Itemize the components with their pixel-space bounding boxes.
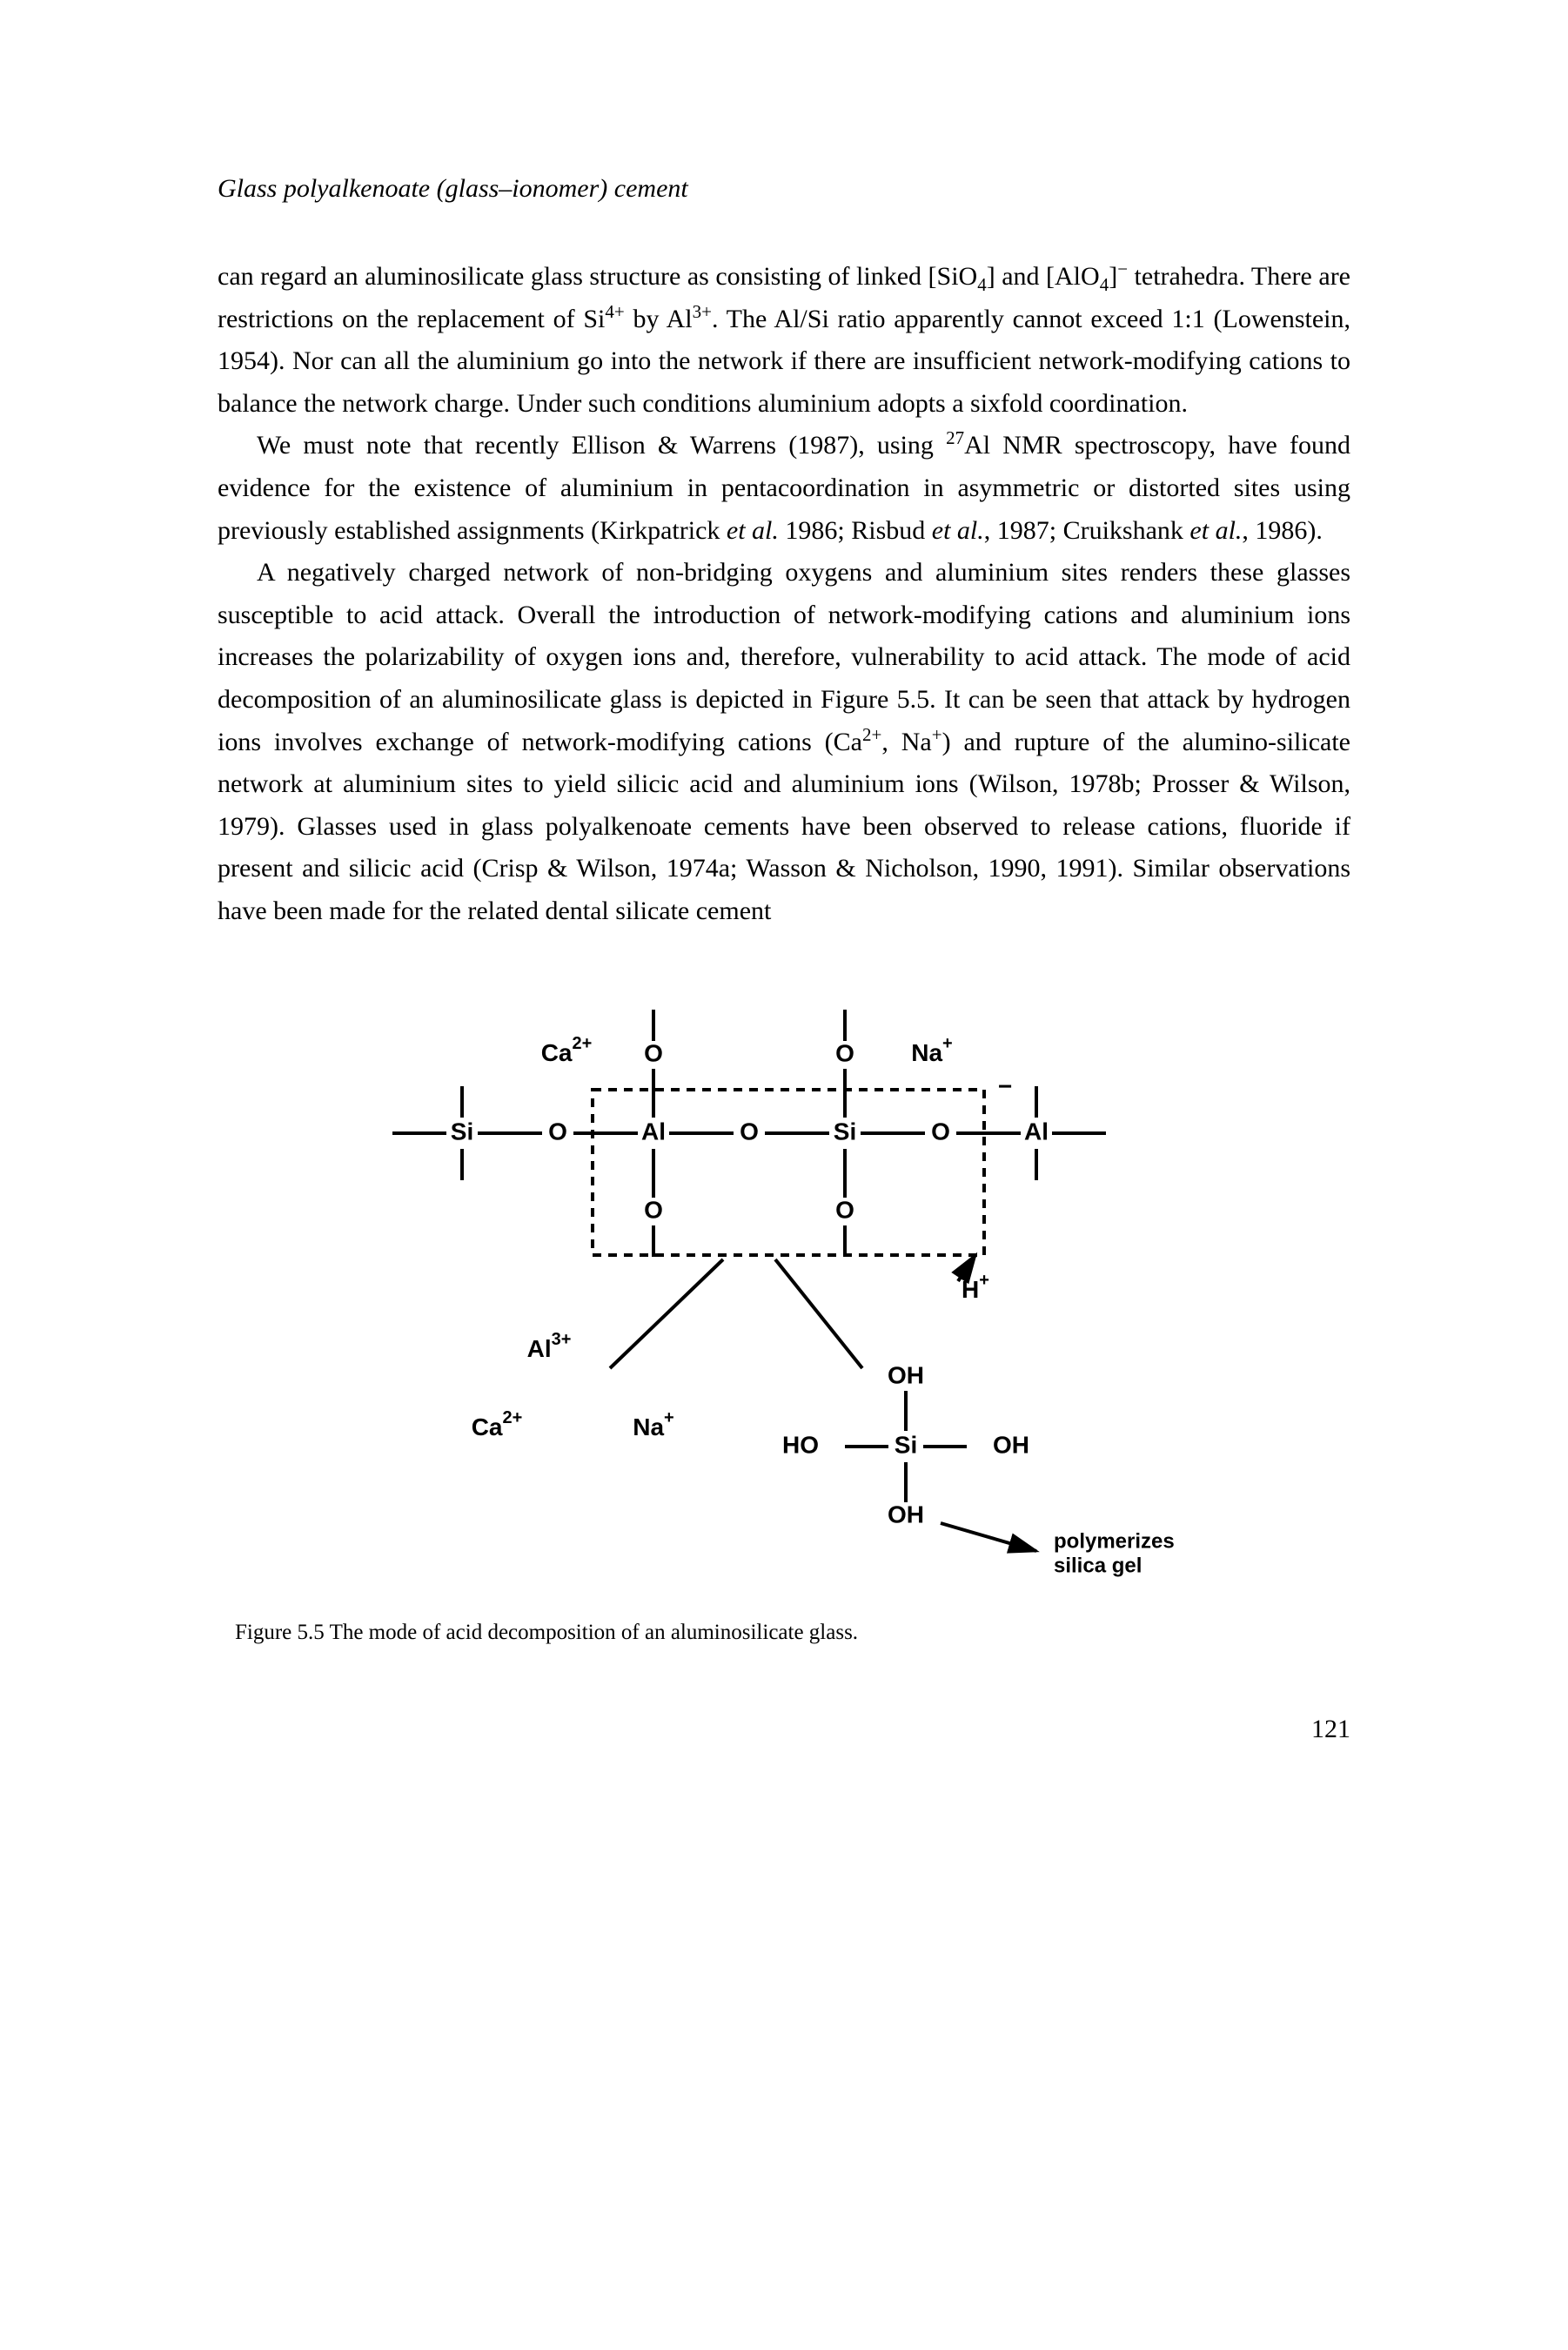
svg-text:Si: Si — [895, 1431, 917, 1458]
svg-text:Ca2+: Ca2+ — [541, 1034, 593, 1066]
svg-text:−: − — [998, 1072, 1012, 1099]
svg-text:OH: OH — [888, 1501, 924, 1528]
svg-text:OH: OH — [888, 1361, 924, 1388]
svg-text:Si: Si — [834, 1118, 856, 1145]
running-head: Glass polyalkenoate (glass–ionomer) ceme… — [218, 174, 1350, 204]
paragraph-1: can regard an aluminosilicate glass stru… — [218, 256, 1350, 425]
svg-text:Na+: Na+ — [633, 1408, 673, 1440]
svg-text:O: O — [644, 1196, 663, 1223]
svg-text:Si: Si — [451, 1118, 473, 1145]
figure-caption: Figure 5.5 The mode of acid decompositio… — [235, 1621, 1350, 1645]
svg-text:O: O — [548, 1118, 567, 1145]
svg-text:O: O — [644, 1039, 663, 1066]
figure-acid-decomposition: Si O Al O Si O Al O O O O Ca2+ Na+ − H+ Al3+ Ca2+ Na+ Si OH… — [218, 977, 1350, 1645]
svg-text:Al: Al — [1024, 1118, 1049, 1145]
svg-text:OH: OH — [993, 1431, 1029, 1458]
svg-text:O: O — [740, 1118, 759, 1145]
figure-svg: Si O Al O Si O Al O O O O Ca2+ Na+ − H+ Al3+ Ca2+ Na+ Si OH… — [392, 977, 1176, 1586]
svg-text:HO: HO — [782, 1431, 819, 1458]
svg-text:Na+: Na+ — [911, 1034, 952, 1066]
svg-text:Al: Al — [641, 1118, 666, 1145]
paragraph-2: We must note that recently Ellison & War… — [218, 425, 1350, 552]
svg-text:O: O — [931, 1118, 950, 1145]
svg-text:Ca2+: Ca2+ — [472, 1408, 523, 1440]
svg-text:O: O — [835, 1039, 854, 1066]
paragraph-3: A negatively charged network of non-brid… — [218, 552, 1350, 932]
svg-text:polymerizes: polymerizes — [1054, 1529, 1175, 1553]
svg-text:silica gel: silica gel — [1054, 1554, 1142, 1577]
page-number: 121 — [218, 1715, 1350, 1744]
svg-text:Al3+: Al3+ — [527, 1330, 572, 1362]
svg-text:H+: H+ — [962, 1271, 989, 1303]
svg-text:O: O — [835, 1196, 854, 1223]
